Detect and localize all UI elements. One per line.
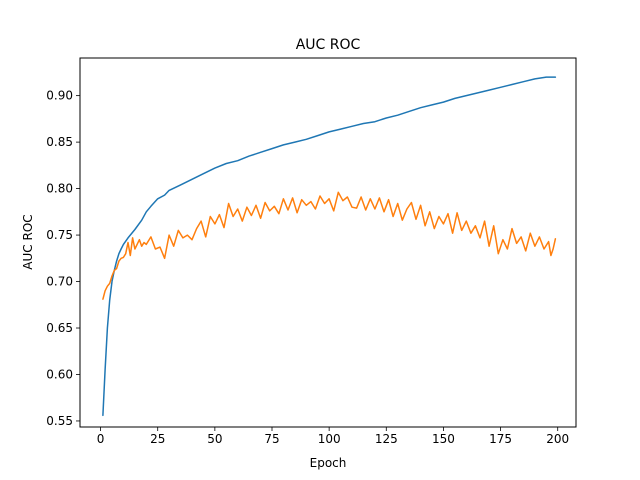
series-line-2 [102, 191, 557, 300]
axes-frame [79, 57, 577, 428]
y-axis-label: AUC ROC [21, 214, 35, 269]
plot-area [102, 76, 557, 417]
x-tick-label: 50 [207, 432, 222, 446]
x-tick-label: 75 [264, 432, 279, 446]
x-tick-label: 125 [375, 432, 398, 446]
x-axis-label: Epoch [310, 456, 347, 470]
y-tick-label: 0.80 [46, 182, 73, 196]
series-line-1 [102, 76, 557, 417]
chart-title: AUC ROC [296, 37, 361, 53]
x-tick-label: 175 [489, 432, 512, 446]
y-tick-label: 0.85 [46, 135, 73, 149]
y-tick-label: 0.70 [46, 275, 73, 289]
y-tick-label: 0.60 [46, 367, 73, 381]
x-tick-label: 200 [546, 432, 569, 446]
y-tick-label: 0.65 [46, 321, 73, 335]
y-tick-label: 0.90 [46, 89, 73, 103]
x-tick-label: 25 [150, 432, 165, 446]
y-tick-label: 0.75 [46, 228, 73, 242]
x-tick-label: 100 [318, 432, 341, 446]
y-tick-label: 0.55 [46, 414, 73, 428]
x-tick-label: 0 [97, 432, 105, 446]
x-tick-label: 150 [432, 432, 455, 446]
axis-ticks: 0 25 50 75 100 125 150 175 200 0.55 0.60 0.65 0.70 0.… [46, 89, 569, 446]
